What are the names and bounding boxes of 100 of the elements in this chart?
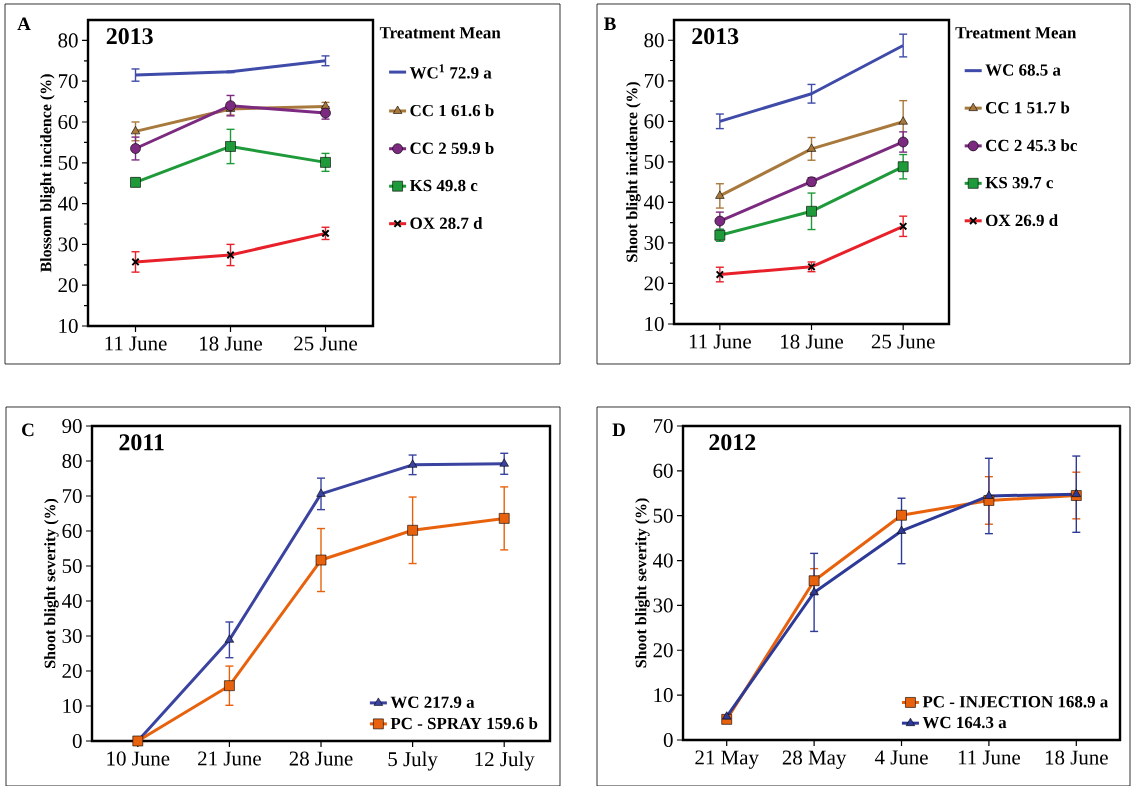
point: [898, 116, 908, 125]
point: [896, 509, 907, 521]
y-tick-label: 60: [62, 523, 82, 539]
legend-label: OX 28.7 d: [410, 217, 483, 230]
x-tick-label: 28 June: [289, 751, 353, 766]
y-axis-title: Shoot blight severity (%): [635, 498, 650, 668]
point: [315, 554, 327, 566]
y-tick-label: 30: [58, 237, 78, 252]
point: [130, 126, 141, 135]
y-tick-label: 80: [62, 453, 82, 469]
point: [806, 206, 817, 217]
point: [806, 143, 817, 152]
point: [714, 215, 726, 227]
legend-label: CC 2 59.9 b: [410, 142, 494, 155]
y-tick-label: 30: [62, 628, 82, 644]
y-tick-label: 10: [645, 316, 664, 332]
y-tick-label: 20: [62, 663, 82, 679]
chart-title: A: [17, 17, 31, 31]
y-tick-label: 10: [654, 688, 673, 703]
y-tick-label: 10: [59, 318, 78, 334]
y-tick-label: 80: [58, 33, 78, 48]
legend-title: Treatment Mean: [379, 27, 501, 39]
point: [407, 459, 418, 468]
y-tick-label: 0: [663, 732, 673, 748]
point: [1071, 488, 1081, 497]
point: [224, 680, 235, 691]
point: [498, 513, 510, 524]
y-tick-label: 40: [61, 593, 82, 609]
y-tick-label: 40: [652, 553, 673, 568]
point: [224, 634, 235, 643]
legend-label: PC - SPRAY 159.6 b: [390, 717, 538, 730]
y-tick-label: 40: [57, 196, 78, 211]
legend-label: CC 2 45.3 bc: [986, 139, 1077, 152]
y-tick-label: 20: [653, 643, 673, 658]
y-tick-label: 70: [653, 418, 673, 434]
x-tick-label: 11 June: [105, 336, 167, 351]
y-tick-label: 10: [63, 698, 82, 714]
x-tick-label: 11 June: [958, 750, 1021, 765]
chart-subtitle: 2012: [709, 434, 756, 451]
legend-label: WC 164.3 a: [922, 716, 1007, 729]
legend-label: KS 39.7 c: [985, 176, 1053, 189]
y-axis-title: Shoot blight incidence (%): [626, 82, 641, 262]
y-tick-label: 50: [62, 558, 82, 574]
point: [225, 141, 236, 152]
y-tick-label: 90: [62, 418, 82, 434]
x-tick-label: 12 July: [475, 751, 535, 771]
x-tick-label: 25 June: [871, 334, 935, 349]
y-tick-label: 30: [653, 598, 673, 613]
point: [407, 524, 418, 536]
y-tick-label: 0: [72, 733, 82, 749]
y-tick-label: 60: [644, 114, 664, 129]
y-tick-label: 20: [58, 278, 78, 293]
legend-title: Treatment Mean: [955, 27, 1077, 39]
y-tick-label: 70: [644, 73, 664, 88]
point: [897, 161, 909, 173]
chart-title: D: [612, 423, 625, 436]
y-tick-label: 70: [58, 74, 78, 89]
point: [897, 136, 909, 148]
chart-subtitle: 2013: [106, 28, 153, 45]
point: [715, 190, 725, 199]
x-tick-label: 21 June: [198, 751, 261, 766]
point: [984, 490, 994, 499]
y-tick-label: 70: [62, 488, 82, 504]
y-tick-label: 80: [644, 33, 664, 48]
legend-label: CC 1 51.7 b: [986, 101, 1070, 114]
x-tick-label: 4 June: [874, 750, 928, 765]
chart-title: B: [604, 17, 616, 30]
x-tick-label: 10 June: [107, 751, 170, 766]
legend-label: KS 49.8 c: [409, 179, 478, 192]
x-tick-label: 25 June: [294, 336, 358, 351]
y-tick-label: 30: [644, 235, 664, 250]
x-tick-label: 5 July: [388, 751, 438, 771]
x-tick-label: 18 June: [200, 336, 263, 351]
y-tick-label: 20: [644, 276, 664, 291]
legend-label: CC 1 61.6 b: [410, 104, 494, 117]
point: [320, 157, 331, 168]
y-tick-label: 60: [58, 114, 78, 130]
x-tick-label: 28 May: [782, 750, 847, 769]
point: [896, 525, 907, 534]
point: [499, 458, 509, 467]
y-tick-label: 50: [653, 508, 673, 523]
legend-label: WC$^{1}$ 72.9 a: [409, 64, 492, 79]
x-tick-label: 18 June: [781, 334, 844, 349]
legend-label: OX 26.9 d: [986, 214, 1058, 227]
y-tick-label: 50: [644, 154, 664, 169]
x-tick-label: 11 June: [689, 334, 751, 349]
y-tick-label: 40: [643, 195, 664, 210]
point: [808, 575, 820, 587]
point: [316, 488, 326, 497]
legend-label: WC 217.9 a: [390, 696, 475, 709]
x-tick-label: 18 June: [1045, 750, 1108, 765]
chart-title: C: [22, 423, 34, 437]
point: [809, 587, 819, 596]
y-tick-label: 50: [58, 155, 78, 170]
legend-label: PC - INJECTION 168.9 a: [922, 696, 1109, 708]
point: [722, 711, 732, 720]
chart-subtitle: 2013: [692, 28, 739, 45]
legend-label: WC 68.5 a: [985, 64, 1061, 76]
y-tick-label: 60: [653, 463, 673, 478]
y-axis-title: Shoot blight severity (%): [44, 498, 59, 668]
